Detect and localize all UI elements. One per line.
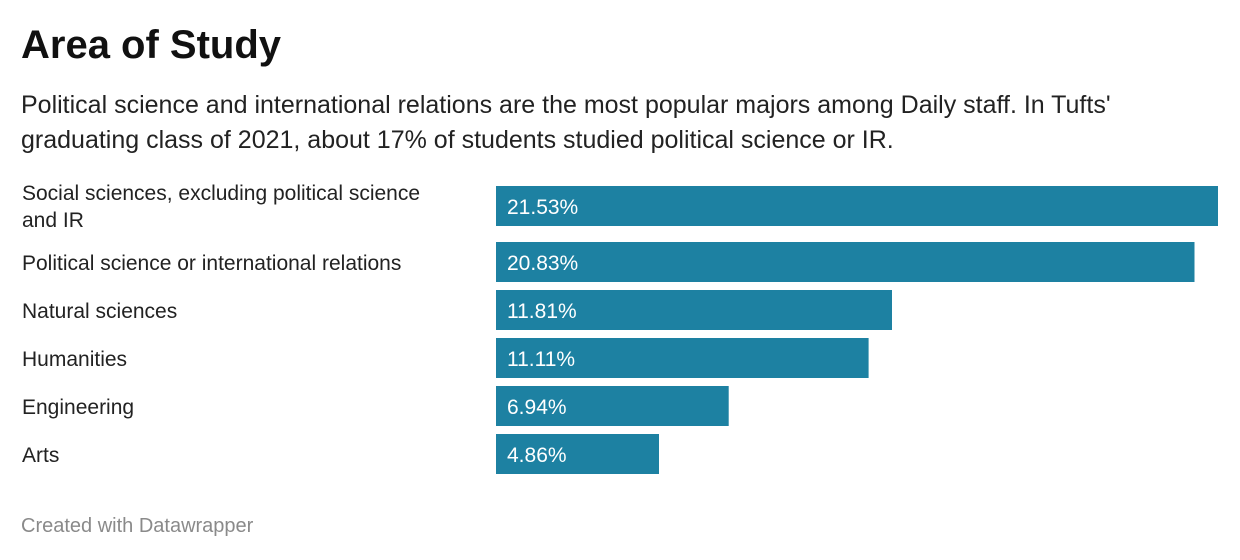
category-label: Arts (22, 444, 59, 467)
category-label: Social sciences, excluding political sci… (22, 182, 420, 232)
value-label: 6.94% (507, 396, 567, 419)
bar (496, 186, 1218, 226)
bar (496, 386, 729, 426)
value-label: 11.81% (507, 300, 577, 323)
value-label: 20.83% (507, 252, 578, 275)
category-label: Humanities (22, 348, 127, 371)
datawrapper-credit[interactable]: Created with Datawrapper (21, 515, 254, 537)
bar (496, 242, 1195, 282)
value-label: 4.86% (507, 444, 567, 467)
value-label: 11.11% (507, 348, 575, 371)
category-label: Engineering (22, 396, 134, 419)
category-label: Natural sciences (22, 300, 177, 323)
chart-description: Political science and international rela… (21, 91, 1111, 154)
bar (496, 434, 659, 474)
category-label: Political science or international relat… (22, 252, 401, 275)
bar (496, 338, 869, 378)
bar (496, 290, 892, 330)
value-label: 21.53% (507, 196, 578, 219)
chart-title: Area of Study (21, 23, 282, 67)
